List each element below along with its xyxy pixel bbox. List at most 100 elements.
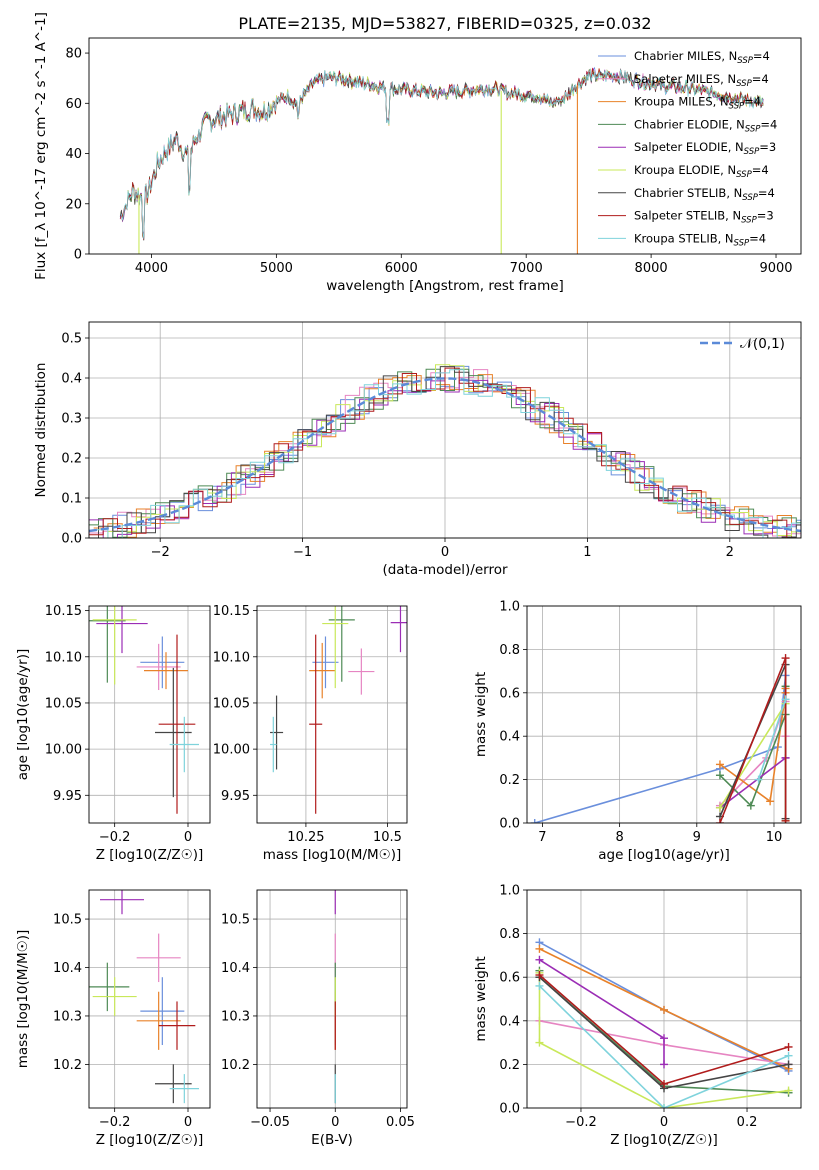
y-tick-label: 10.05 xyxy=(45,696,82,711)
y-axis-label: Flux [f_λ 10^-17 erg cm^-2 s^-1 A^-1] xyxy=(33,12,49,280)
y-tick-label: 0 xyxy=(74,248,82,263)
x-tick-label: −0.2 xyxy=(99,830,131,845)
axes-frame xyxy=(88,889,211,1109)
legend-entry: Salpeter MILES, NSSP=4 xyxy=(634,72,769,89)
legend-subscript: SSP xyxy=(734,238,750,248)
chart-age_vs_mass: 10.25 10.5 9.95 10.00 10.05 10.10 10.15 mass [l… xyxy=(213,604,408,863)
x-axis-label: Z [log10(Z/Z☉)] xyxy=(96,1132,204,1148)
y-tick-label: 60 xyxy=(65,97,82,112)
legend-text: Chabrier STELIB, N xyxy=(634,186,742,200)
spectrum-line xyxy=(120,69,764,239)
legend-text: Salpeter ELODIE, N xyxy=(634,140,744,154)
y-tick-label: 0.0 xyxy=(61,532,82,547)
x-axis-label: wavelength [Angstrom, rest frame] xyxy=(326,278,564,294)
legend-text: =3 xyxy=(757,209,774,223)
y-tick-label: 80 xyxy=(65,47,82,62)
legend-subscript: SSP xyxy=(736,79,752,89)
axes-frame xyxy=(526,889,802,1109)
axes-frame xyxy=(256,889,408,1109)
chart-mass_vs_ebv: −0.05 0 0.05 10.2 10.3 10.4 10.5 E(B-V) xyxy=(221,889,415,1148)
legend-entry: Salpeter ELODIE, NSSP=3 xyxy=(634,140,776,157)
y-tick-label: 0.6 xyxy=(499,686,520,701)
y-tick-label: 10.2 xyxy=(53,1058,82,1073)
legend-entry: Chabrier ELODIE, NSSP=4 xyxy=(634,117,777,134)
residual-histogram xyxy=(89,369,801,537)
residual-histogram xyxy=(89,379,801,538)
legend-entry: Kroupa MILES, NSSP=4 xyxy=(634,95,761,112)
x-tick-label: 0 xyxy=(660,1115,668,1130)
panels: 4000 5000 6000 7000 8000 9000020406080wavelen… xyxy=(15,12,802,1148)
x-tick-label: 9 xyxy=(693,830,701,845)
chart-mass_vs_Z: −0.2 0 10.2 10.3 10.4 10.5 Z [log10(Z/Z☉)] mass… xyxy=(15,889,211,1148)
legend-text: =4 xyxy=(753,49,770,63)
x-tick-label: 0 xyxy=(441,545,449,560)
legend-text: Chabrier MILES, N xyxy=(634,49,737,63)
legend-text: Salpeter STELIB, N xyxy=(634,209,741,223)
legend-subscript: SSP xyxy=(742,193,758,203)
x-axis-label: Z [log10(Z/Z☉)] xyxy=(96,847,204,863)
chart-age_vs_Z: −0.2 0 9.95 10.00 10.05 10.10 10.15 Z [log10(Z/… xyxy=(15,604,211,863)
chart-weight_vs_age: 7 8 9 10 0.0 0.2 0.4 0.6 0.8 1.0 age [log10(age/yr… xyxy=(473,600,802,863)
y-tick-label: 0.2 xyxy=(499,773,520,788)
legend-text: =4 xyxy=(760,117,777,131)
weight-line xyxy=(719,701,787,807)
y-tick-label: 0.8 xyxy=(499,643,520,658)
legend-text: Chabrier ELODIE, N xyxy=(634,117,745,131)
plot-area xyxy=(535,938,793,1108)
x-axis-label: age [log10(age/yr)] xyxy=(598,847,730,863)
x-tick-label: 0 xyxy=(184,830,192,845)
plot-area xyxy=(270,606,407,814)
x-tick-label: −1 xyxy=(293,545,312,560)
plot-area xyxy=(89,606,199,814)
weight-line xyxy=(538,972,789,1108)
y-tick-label: 0.2 xyxy=(61,452,82,467)
plot-area xyxy=(530,654,790,823)
weight-line xyxy=(538,985,789,1108)
y-tick-label: 0.8 xyxy=(499,927,520,942)
residual-histogram xyxy=(93,369,801,538)
legend-subscript: SSP xyxy=(736,170,752,180)
x-tick-label: 10.5 xyxy=(373,830,402,845)
chart-residuals: −2 −1 0 1 2 0.0 0.1 0.2 0.3 0.4 0.5 (data-model)/er… xyxy=(33,321,802,578)
legend-text: Kroupa STELIB, N xyxy=(634,231,734,245)
legend-text: =4 xyxy=(758,186,775,200)
y-tick-label: 0.2 xyxy=(499,1058,520,1073)
figure-title: PLATE=2135, MJD=53827, FIBERID=0325, z=0… xyxy=(238,14,651,33)
residual-histogram xyxy=(93,364,801,538)
legend-subscript: SSP xyxy=(745,124,761,134)
x-tick-label: 2 xyxy=(726,545,734,560)
chart-spectrum: 4000 5000 6000 7000 8000 9000 0 20 40 60 80 wavelen… xyxy=(33,12,802,294)
weight-line xyxy=(757,699,787,780)
y-tick-label: 40 xyxy=(65,147,82,162)
y-tick-label: 0.4 xyxy=(499,730,520,745)
x-tick-label: 0.05 xyxy=(386,1115,415,1130)
legend-entry: Kroupa STELIB, NSSP=4 xyxy=(634,231,766,248)
y-axis-label: mass weight xyxy=(473,672,489,757)
residual-histogram xyxy=(89,368,801,538)
axes-frame xyxy=(88,37,802,255)
y-tick-label: 0.0 xyxy=(499,1102,520,1117)
y-tick-label: 10.4 xyxy=(221,961,250,976)
legend-entry: Chabrier STELIB, NSSP=4 xyxy=(634,186,775,203)
plot-area xyxy=(119,66,764,254)
x-tick-label: 10 xyxy=(766,830,783,845)
x-tick-label: 0 xyxy=(331,1115,339,1130)
y-tick-label: 20 xyxy=(65,197,82,212)
x-tick-label: −0.05 xyxy=(250,1115,290,1130)
x-tick-label: 4000 xyxy=(135,261,168,276)
y-tick-label: 10.00 xyxy=(213,743,250,758)
legend-text: =4 xyxy=(752,163,769,177)
x-axis-label: Z [log10(Z/Z☉)] xyxy=(610,1132,718,1148)
y-tick-label: 0.4 xyxy=(61,372,82,387)
x-tick-label: 10.25 xyxy=(287,830,324,845)
y-tick-label: 10.2 xyxy=(221,1058,250,1073)
y-tick-label: 9.95 xyxy=(53,789,82,804)
y-tick-label: 0.6 xyxy=(499,971,520,986)
y-tick-label: 0.0 xyxy=(499,817,520,832)
residual-histogram xyxy=(89,367,801,538)
y-axis-label: Normed distribution xyxy=(33,363,49,498)
y-tick-label: 9.95 xyxy=(221,789,250,804)
axes-frame xyxy=(526,605,802,824)
y-tick-label: 10.05 xyxy=(213,696,250,711)
